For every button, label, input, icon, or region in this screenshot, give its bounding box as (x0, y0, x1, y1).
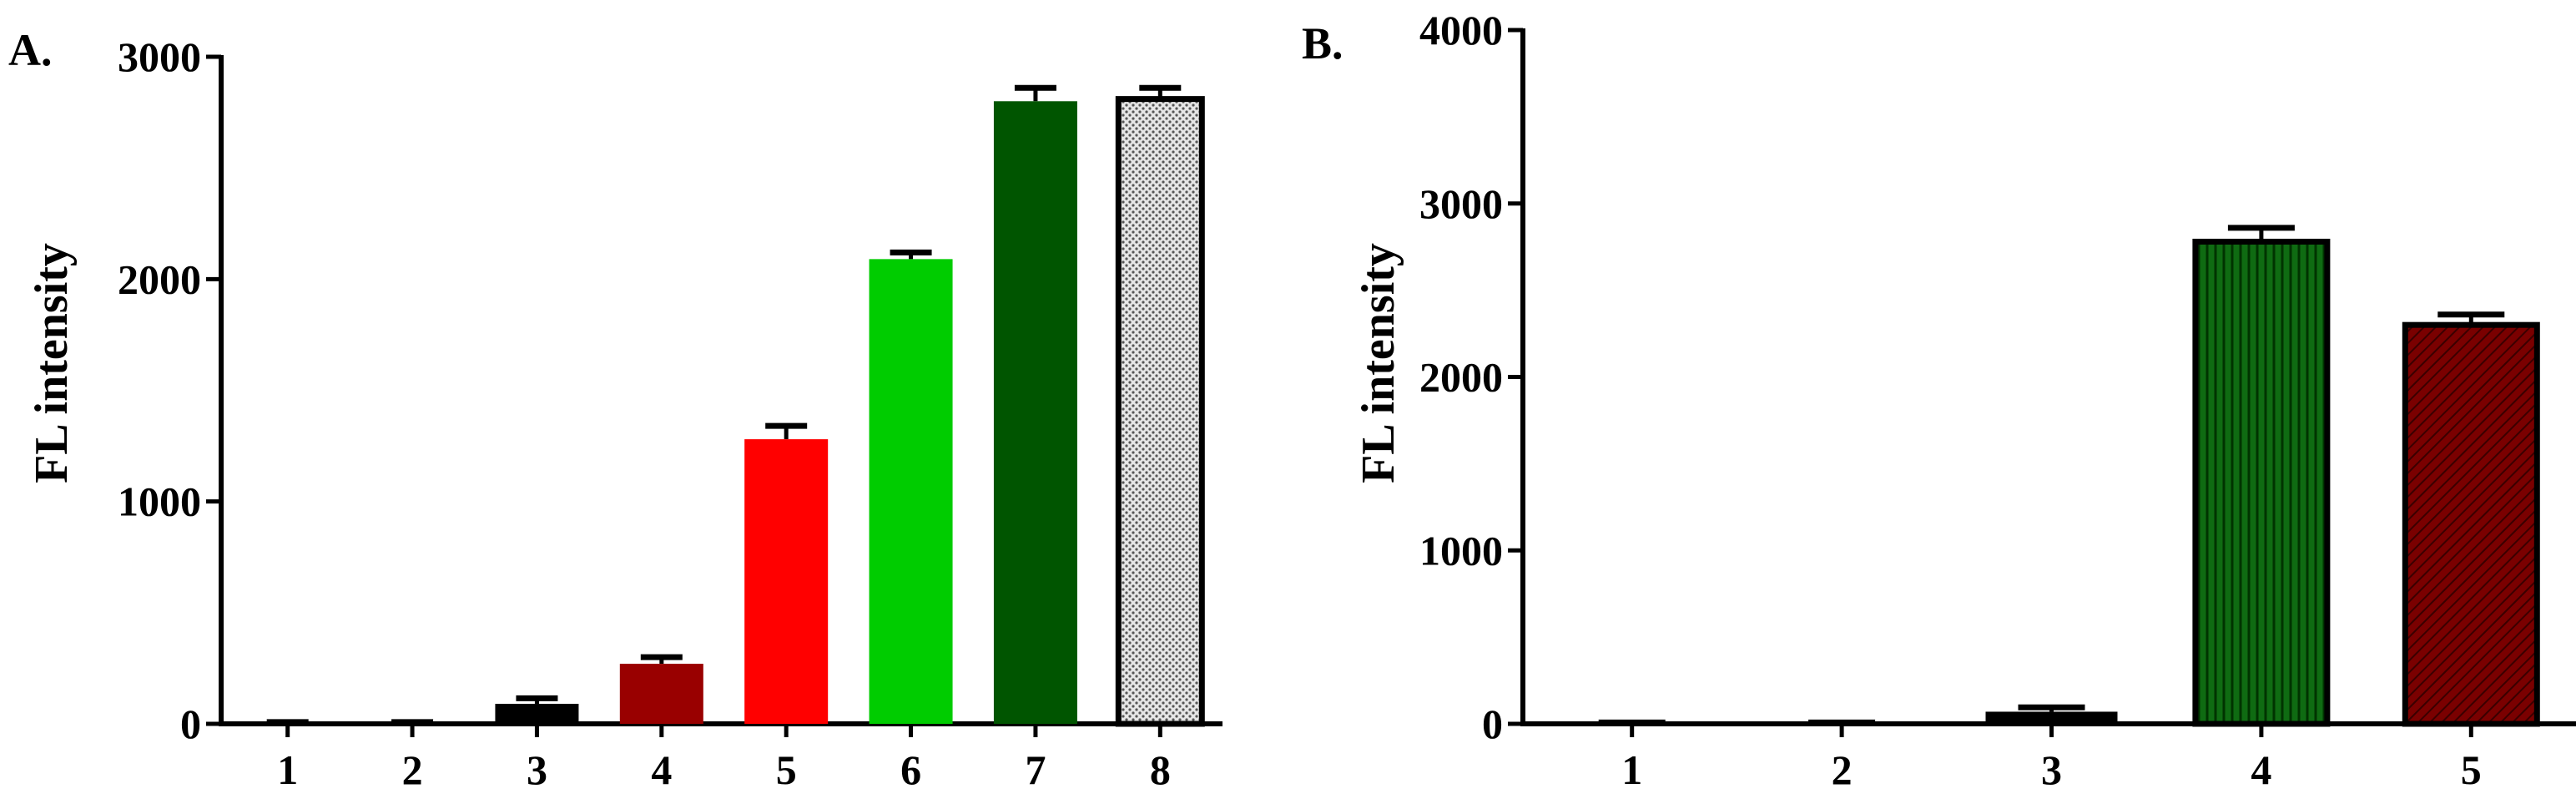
bar-a-6 (869, 259, 953, 724)
bar-b-2 (1776, 722, 1908, 725)
bar-a-3 (495, 704, 579, 724)
x-tick-label-a: 4 (651, 746, 672, 793)
bar-a-7 (993, 101, 1077, 725)
panel-a: A. FL intensity 0 1000 2000 3000 1 2 3 4 5 6 7 8 (8, 25, 1222, 793)
y-tick-label-a: 0 (180, 700, 201, 747)
x-tick-label-a: 1 (277, 746, 298, 793)
panel-label-a: A. (8, 25, 53, 75)
y-axis-title-a: FL intensity (26, 243, 78, 483)
x-tick-label-a: 8 (1150, 746, 1171, 793)
bar-b-1 (1565, 722, 1698, 725)
plot-area-a: 0 1000 2000 3000 1 2 3 4 5 6 7 8 (118, 33, 1222, 793)
bar-a-5 (744, 439, 829, 724)
x-tick-label-a: 3 (527, 746, 547, 793)
x-tick-label-b: 4 (2251, 746, 2271, 793)
y-tick-label-a: 2000 (118, 255, 201, 302)
y-tick-label-b: 2000 (1419, 354, 1503, 401)
y-tick-label-a: 1000 (118, 478, 201, 525)
bar-b-3 (1985, 711, 2118, 724)
bar-a-4 (619, 664, 703, 724)
y-tick-label-b: 3000 (1419, 180, 1503, 227)
y-axis-title-b: FL intensity (1353, 243, 1404, 483)
x-tick-label-b: 1 (1621, 746, 1642, 793)
bar-b-4 (2192, 238, 2331, 727)
y-tick-label-b: 1000 (1419, 527, 1503, 574)
bar-a-2 (371, 722, 455, 725)
x-tick-label-a: 7 (1025, 746, 1046, 793)
x-tick-label-a: 6 (900, 746, 921, 793)
bar-a-1 (245, 722, 330, 725)
bar-a-8 (1115, 96, 1205, 727)
x-tick-label-a: 2 (402, 746, 423, 793)
x-tick-label-b: 2 (1832, 746, 1853, 793)
y-tick-label-b: 0 (1482, 700, 1503, 747)
y-tick-label-b: 4000 (1419, 7, 1503, 53)
panel-label-b: B. (1302, 18, 1343, 68)
x-tick-label-b: 5 (2461, 746, 2482, 793)
bar-b-5 (2402, 321, 2540, 727)
plot-area-b: 0 1000 2000 3000 4000 1 2 3 4 5 (1419, 7, 2576, 793)
panel-b: B. FL intensity 0 1000 2000 3000 4000 1 2 3 4 5 (1302, 7, 2576, 793)
y-tick-label-a: 3000 (118, 33, 201, 80)
x-tick-label-a: 5 (776, 746, 797, 793)
x-tick-label-b: 3 (2041, 746, 2062, 793)
